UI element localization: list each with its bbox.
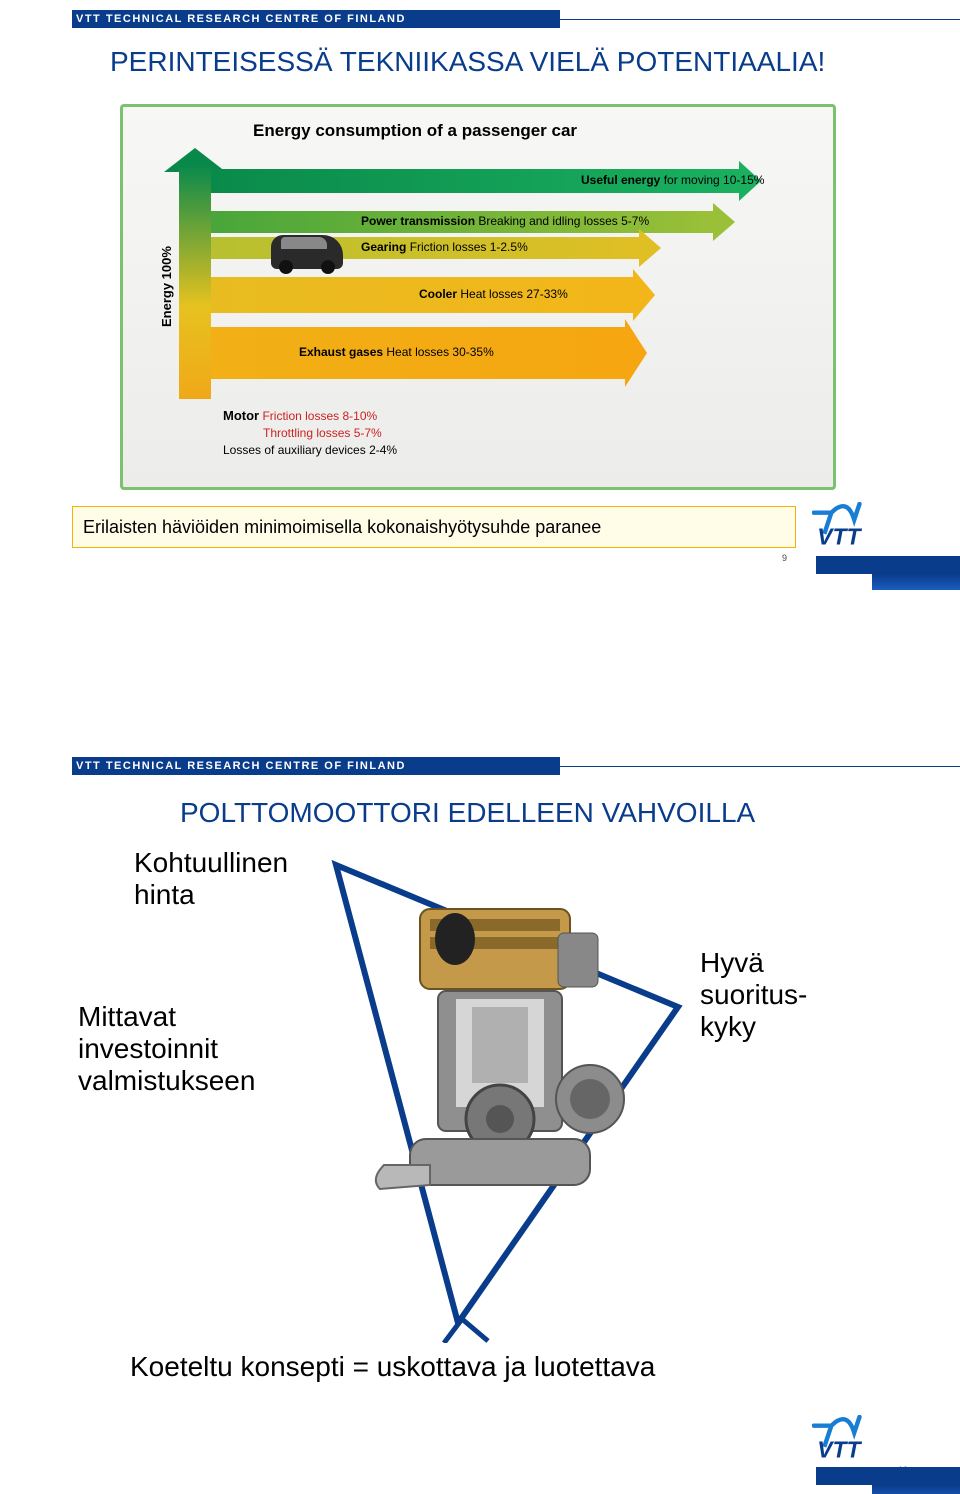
bullet-proven: Koeteltu konsepti = uskottava ja luotett… bbox=[130, 1351, 655, 1383]
motor-l2: Throttling losses 5-7% bbox=[263, 426, 382, 440]
header-org: VTT TECHNICAL RESEARCH CENTRE OF FINLAND bbox=[72, 760, 406, 772]
header-rule bbox=[560, 19, 960, 20]
info-callout: Erilaisten häviöiden minimoimisella koko… bbox=[72, 506, 796, 548]
flow-arrow-0: Useful energy for moving 10-15% bbox=[211, 169, 761, 193]
slide1-title: PERINTEISESSÄ TEKNIIKASSA VIELÄ POTENTIA… bbox=[110, 46, 825, 78]
flow-label-2: Gearing Friction losses 1-2.5% bbox=[361, 240, 528, 254]
header-rule bbox=[560, 766, 960, 767]
svg-text:VTT: VTT bbox=[817, 1436, 862, 1461]
motor-l3: Losses of auxiliary devices 2-4% bbox=[223, 443, 397, 457]
svg-text:VTT: VTT bbox=[817, 523, 862, 548]
header-bar: VTT TECHNICAL RESEARCH CENTRE OF FINLAND bbox=[72, 757, 560, 775]
info-text: Erilaisten häviöiden minimoimisella koko… bbox=[83, 517, 601, 538]
motor-l1: Friction losses 8-10% bbox=[262, 409, 377, 423]
vtt-logo: VTT bbox=[812, 502, 900, 548]
engine-cutaway bbox=[360, 879, 650, 1259]
flow-label-4: Exhaust gases Heat losses 30-35% bbox=[299, 345, 494, 359]
slide-1: VTT TECHNICAL RESEARCH CENTRE OF FINLAND… bbox=[0, 0, 960, 747]
header-org: VTT TECHNICAL RESEARCH CENTRE OF FINLAND bbox=[72, 13, 406, 25]
energy-100-label: Energy 100% bbox=[159, 246, 174, 327]
slide2-title: POLTTOMOOTTORI EDELLEEN VAHVOILLA bbox=[180, 797, 755, 829]
bullet-price: Kohtuullinen hinta bbox=[134, 847, 288, 911]
flow-label-0: Useful energy for moving 10-15% bbox=[581, 173, 764, 187]
diagram-title: Energy consumption of a passenger car bbox=[253, 121, 577, 141]
footer-stripe bbox=[872, 1467, 960, 1483]
flow-label-3: Cooler Heat losses 27-33% bbox=[419, 287, 568, 301]
motor-label: Motor bbox=[223, 408, 259, 423]
header-bar: VTT TECHNICAL RESEARCH CENTRE OF FINLAND bbox=[72, 10, 560, 28]
vtt-logo: VTT bbox=[812, 1415, 900, 1461]
motor-losses: Motor Friction losses 8-10% Throttling l… bbox=[223, 407, 397, 459]
bullet-performance: Hyvä suoritus- kyky bbox=[700, 947, 807, 1044]
flow-arrow-3: Cooler Heat losses 27-33% bbox=[211, 277, 655, 313]
car-window bbox=[281, 237, 327, 249]
energy-100-bar bbox=[179, 167, 211, 399]
footer-stripe bbox=[872, 556, 960, 572]
bullet-invest: Mittavat investoinnit valmistukseen bbox=[78, 1001, 255, 1098]
flow-label-1: Power transmission Breaking and idling l… bbox=[361, 214, 649, 228]
flow-arrow-4: Exhaust gases Heat losses 30-35% bbox=[211, 327, 647, 379]
slide-2: VTT TECHNICAL RESEARCH CENTRE OF FINLAND… bbox=[0, 747, 960, 1494]
energy-diagram: Energy consumption of a passenger car En… bbox=[120, 104, 836, 490]
page-number: 9 bbox=[782, 553, 787, 563]
